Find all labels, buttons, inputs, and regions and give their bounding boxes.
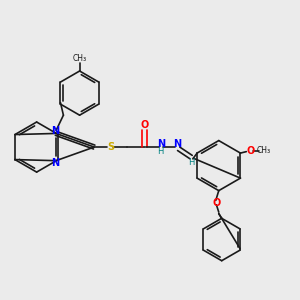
Text: S: S <box>107 142 114 152</box>
Text: N: N <box>173 139 181 149</box>
Text: CH₃: CH₃ <box>73 54 87 63</box>
Text: O: O <box>141 120 149 130</box>
Text: H: H <box>157 147 164 156</box>
Text: O: O <box>212 198 220 208</box>
Text: N: N <box>157 139 165 149</box>
Text: N: N <box>51 158 59 168</box>
Text: CH₃: CH₃ <box>257 146 271 154</box>
Text: N: N <box>51 126 59 136</box>
Text: H: H <box>188 158 195 167</box>
Text: O: O <box>247 146 255 156</box>
